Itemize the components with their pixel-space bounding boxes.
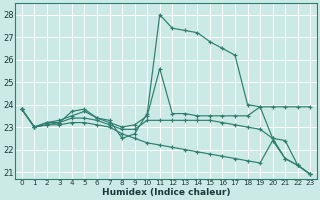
X-axis label: Humidex (Indice chaleur): Humidex (Indice chaleur) (102, 188, 230, 197)
